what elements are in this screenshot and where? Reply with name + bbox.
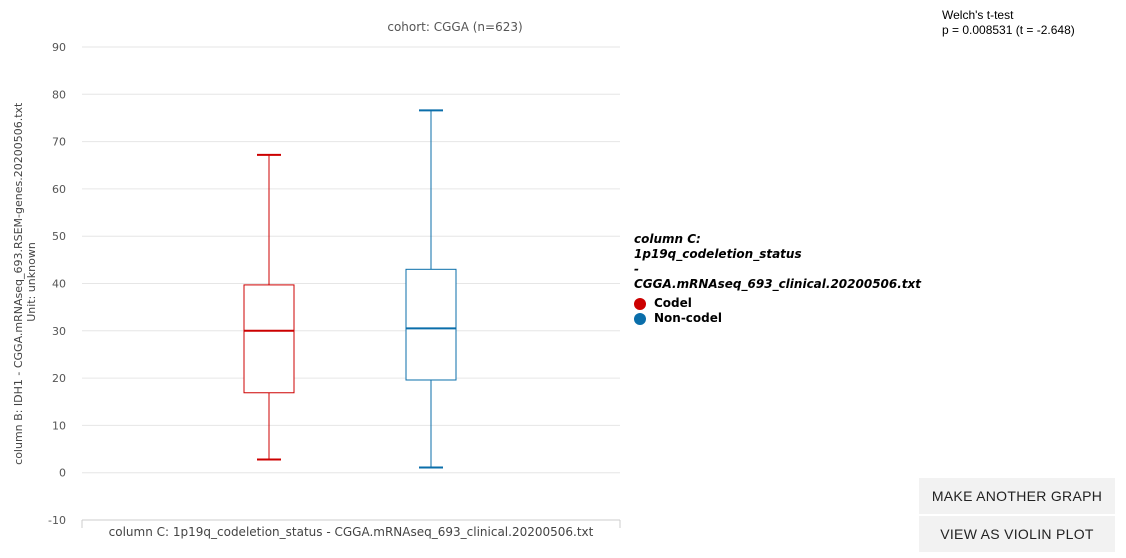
y-axis-label-line-2: Unit: unknown (25, 242, 38, 322)
legend-item-codel[interactable]: Codel (634, 296, 924, 311)
legend-title-line: 1p19q_codeletion_status (634, 247, 802, 261)
legend-item-label: Non-codel (654, 311, 723, 325)
y-tick-label: 70 (52, 136, 66, 149)
y-axis-label: column B: IDH1 - CGGA.mRNAseq_693.RSEM-g… (12, 99, 38, 465)
y-tick-label: 60 (52, 183, 66, 196)
legend: column C: 1p19q_codeletion_status - CGGA… (634, 232, 924, 326)
test-result: p = 0.008531 (t = -2.648) (942, 23, 1075, 37)
y-tick-label: 30 (52, 325, 66, 338)
legend-dot-icon (634, 312, 646, 325)
box-non-codel[interactable] (405, 109, 457, 469)
chart-title: cohort: CGGA (n=623) (387, 20, 522, 34)
iqr-box (243, 284, 295, 394)
legend-item-label: Codel (654, 296, 692, 310)
box-plot-chart: -10 0 10 20 30 40 50 60 70 80 90 cohort: CGGA (n=6… (12, 20, 621, 539)
y-axis-label-line-1: column B: IDH1 - CGGA.mRNAseq_693.RSEM-g… (12, 102, 25, 465)
y-tick-label: -10 (48, 514, 66, 527)
y-tick-label: 10 (52, 419, 66, 432)
grid-lines (82, 46, 620, 474)
y-tick-label: 40 (52, 278, 66, 291)
y-tick-label: 90 (52, 41, 66, 54)
stats-panel: Welch's t-test p = 0.008531 (t = -2.648) (942, 8, 1075, 38)
view-as-violin-plot-button[interactable]: VIEW AS VIOLIN PLOT (919, 516, 1115, 552)
legend-title: column C: 1p19q_codeletion_status - CGGA… (634, 232, 924, 292)
iqr-box (405, 268, 457, 381)
legend-item-non-codel[interactable]: Non-codel (634, 311, 924, 326)
y-tick-label: 80 (52, 88, 66, 101)
legend-title-line: CGGA.mRNAseq_693_clinical.20200506.txt (634, 277, 922, 291)
y-tick-labels: -10 0 10 20 30 40 50 60 70 80 90 (48, 41, 66, 527)
legend-title-line: column C: (634, 232, 701, 246)
make-another-graph-button[interactable]: MAKE ANOTHER GRAPH (919, 478, 1115, 514)
legend-dot-icon (634, 297, 646, 310)
boxes (243, 109, 457, 469)
test-name: Welch's t-test (942, 8, 1014, 22)
box-codel[interactable] (243, 153, 295, 461)
x-axis-label: column C: 1p19q_codeletion_status - CGGA… (109, 525, 594, 539)
y-tick-label: 50 (52, 230, 66, 243)
y-tick-label: 0 (59, 467, 66, 480)
legend-title-line: - (634, 262, 639, 276)
y-tick-label: 20 (52, 372, 66, 385)
